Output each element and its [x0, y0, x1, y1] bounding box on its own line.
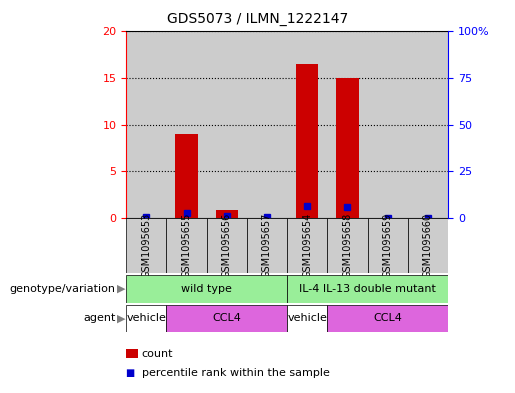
Bar	[126, 31, 166, 218]
Text: vehicle: vehicle	[126, 313, 166, 323]
Bar	[126, 275, 287, 303]
Bar	[296, 64, 318, 218]
Bar	[216, 210, 238, 218]
Bar	[287, 31, 328, 218]
Text: GDS5073 / ILMN_1222147: GDS5073 / ILMN_1222147	[167, 12, 348, 26]
Text: GSM1095653: GSM1095653	[141, 213, 151, 278]
Bar	[287, 275, 448, 303]
Text: ▶: ▶	[117, 284, 126, 294]
Bar	[328, 31, 368, 218]
Bar	[328, 218, 368, 273]
Text: CCL4: CCL4	[212, 313, 241, 323]
Bar	[166, 305, 287, 332]
Bar	[287, 218, 328, 273]
Bar	[126, 305, 166, 332]
Text: ■: ■	[125, 368, 134, 378]
Text: genotype/variation: genotype/variation	[10, 284, 116, 294]
Text: percentile rank within the sample: percentile rank within the sample	[142, 368, 330, 378]
Bar	[207, 218, 247, 273]
Text: GSM1095657: GSM1095657	[262, 213, 272, 278]
Text: vehicle: vehicle	[287, 313, 327, 323]
Text: count: count	[142, 349, 173, 359]
Bar	[247, 31, 287, 218]
Bar	[287, 305, 328, 332]
Bar	[166, 31, 207, 218]
Text: wild type: wild type	[181, 284, 232, 294]
Text: agent: agent	[83, 313, 116, 323]
Bar	[207, 31, 247, 218]
Text: IL-4 IL-13 double mutant: IL-4 IL-13 double mutant	[299, 284, 436, 294]
Bar	[126, 218, 166, 273]
Bar	[408, 31, 448, 218]
Bar	[166, 218, 207, 273]
Bar	[368, 31, 408, 218]
Text: CCL4: CCL4	[373, 313, 402, 323]
Text: GSM1095658: GSM1095658	[342, 213, 352, 278]
Bar	[368, 218, 408, 273]
Text: GSM1095655: GSM1095655	[181, 213, 192, 278]
Bar	[247, 218, 287, 273]
Text: GSM1095656: GSM1095656	[222, 213, 232, 278]
Text: GSM1095654: GSM1095654	[302, 213, 312, 278]
Bar	[176, 134, 198, 218]
Text: GSM1095659: GSM1095659	[383, 213, 393, 278]
Bar	[328, 305, 448, 332]
Text: ▶: ▶	[117, 313, 126, 323]
Bar	[336, 78, 358, 218]
Bar	[408, 218, 448, 273]
Text: GSM1095660: GSM1095660	[423, 213, 433, 278]
